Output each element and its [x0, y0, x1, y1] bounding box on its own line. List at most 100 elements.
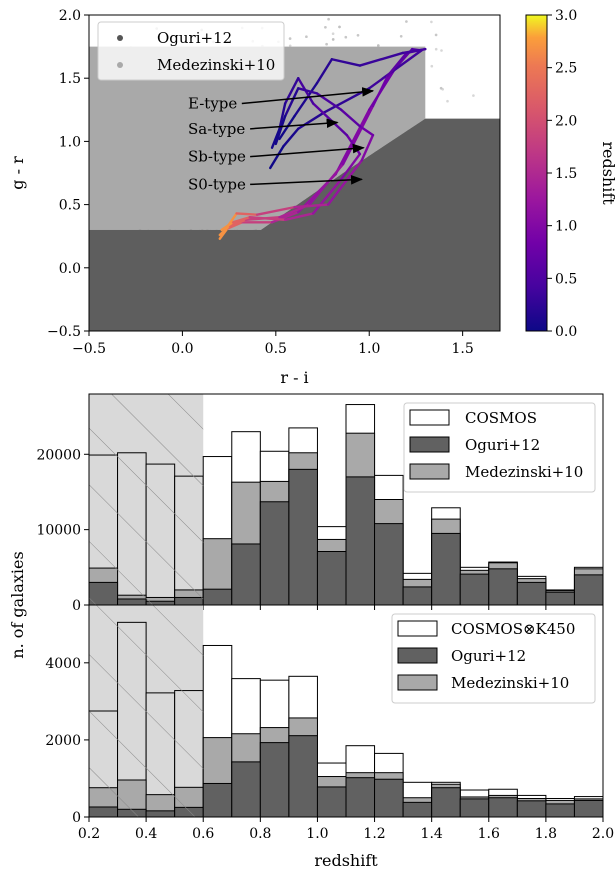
annotation-arrow [250, 143, 365, 158]
scatter-point [331, 38, 335, 41]
color-color-panel: E-type Sa-type Sb-type S0-type −0.5 0.0 0.5 1.… [8, 8, 616, 387]
scatter-point [288, 44, 292, 48]
track-segment [297, 87, 319, 95]
track-segment [315, 58, 334, 85]
track-segment [270, 210, 300, 224]
scatter-point [440, 49, 443, 52]
scatter-point [327, 17, 330, 21]
track-segment [269, 145, 285, 170]
histogram-bar [374, 523, 404, 605]
x-axis-label: redshift [314, 851, 378, 870]
track-segment [248, 216, 287, 221]
x-tick-label: 2.0 [592, 826, 614, 842]
y-tick-label: 0.0 [59, 261, 81, 277]
y-tick-label: −0.5 [47, 324, 81, 340]
y-axis-ticks: 0 2000 4000 [45, 656, 89, 826]
scatter-point [434, 33, 438, 37]
x-tick-label: 0.0 [171, 341, 193, 357]
histogram-bar [202, 782, 233, 817]
scatter-point [325, 42, 328, 46]
histogram-bar [459, 798, 490, 817]
track-segment [326, 159, 363, 206]
histogram-bar [516, 800, 547, 817]
x-axis-label: r - i [280, 368, 308, 387]
track-segment [360, 133, 375, 162]
y-tick-label: 20000 [36, 447, 81, 463]
legend-marker-medezinski [117, 62, 123, 68]
legend-box: COSMOS Oguri+12 Medezinski+10 [403, 402, 596, 493]
histogram-bar [231, 761, 261, 817]
y-tick-label: 1.0 [59, 134, 81, 150]
histogram-bar [316, 786, 347, 817]
track-segment [340, 152, 362, 181]
x-tick-label: 1.5 [452, 341, 474, 357]
x-axis-ticks: 0.2 0.4 0.6 0.8 1.0 1.2 1.4 1.6 1.8 2.0 [78, 817, 614, 842]
x-axis-ticks: −0.5 0.0 0.5 1.0 1.5 [72, 331, 474, 357]
track-segment [371, 74, 390, 108]
histogram-bar [316, 550, 347, 605]
histogram-bar [516, 581, 547, 605]
y-tick-label: 10000 [36, 523, 81, 539]
track-segment [293, 82, 319, 118]
scatter-point [338, 25, 341, 29]
legend-label-oguri: Oguri+12 [451, 647, 526, 665]
colorbar-tick-label: 1.0 [555, 219, 577, 235]
y-axis-ticks: 0 10000 20000 [36, 447, 89, 614]
histogram-bar [488, 797, 518, 817]
track-segment [368, 49, 423, 90]
annotation-label: Sb-type [188, 148, 246, 166]
x-tick-label: 0.4 [135, 826, 157, 842]
track-annotations: E-type Sa-type Sb-type S0-type [188, 87, 375, 193]
series-oguri-12 [89, 468, 603, 605]
track-segment [293, 203, 330, 209]
series-oguri-12 [89, 735, 603, 817]
annotation-arrow [250, 118, 339, 130]
histogram-bar [459, 573, 490, 605]
scatter-point [344, 35, 348, 39]
annotation-label: S0-type [188, 175, 246, 193]
colorbar-tick-label: 2.0 [555, 113, 577, 129]
track-segment [283, 212, 315, 221]
histogram-bar [202, 588, 233, 605]
x-tick-label: 1.8 [535, 826, 557, 842]
histogram-bar [345, 777, 376, 817]
track-segment [227, 218, 248, 228]
histogram-bar [545, 591, 575, 605]
oguri-cut-region [89, 118, 500, 331]
legend-label-cosmos-k450: COSMOS⊗K450 [451, 620, 575, 638]
y-tick-label: 0.5 [59, 198, 81, 214]
track-s0-type [222, 87, 375, 234]
scatter-point [324, 26, 327, 29]
track-segment [283, 87, 300, 118]
scatter-point [377, 44, 380, 47]
histogram-bar [345, 476, 376, 605]
legend-label-cosmos: COSMOS [465, 409, 537, 427]
x-tick-label: 1.6 [478, 826, 500, 842]
histogram-bar [545, 803, 575, 817]
y-tick-label: 4000 [45, 656, 81, 672]
legend-box: Oguri+12 Medezinski+10 [97, 21, 285, 81]
y-tick-label: 1.5 [59, 71, 81, 87]
annotation-label: Sa-type [188, 120, 245, 138]
legend-swatch-cosmos [409, 409, 450, 426]
y-axis-label: g - r [8, 156, 27, 190]
medezinski-cut-region [89, 46, 426, 230]
annotation-arrow [241, 87, 375, 105]
scatter-point [446, 99, 449, 103]
colorbar-tick-label: 0.0 [555, 324, 577, 340]
scatter-point [288, 37, 292, 40]
y-tick-label: 2000 [45, 733, 81, 749]
x-tick-label: 1.4 [421, 826, 443, 842]
x-tick-label: 1.0 [358, 341, 380, 357]
annotation-arrow [250, 175, 363, 186]
x-tick-label: 0.2 [78, 826, 100, 842]
histogram-bar [488, 568, 518, 605]
histogram-bar [374, 778, 404, 817]
histogram-bar [288, 735, 318, 817]
track-segment [278, 102, 287, 130]
x-tick-label: 0.6 [192, 826, 214, 842]
colorbar-tick-label: 3.0 [555, 8, 577, 24]
y-tick-label: 0 [72, 810, 81, 826]
legend-label-oguri: Oguri+12 [465, 436, 540, 454]
